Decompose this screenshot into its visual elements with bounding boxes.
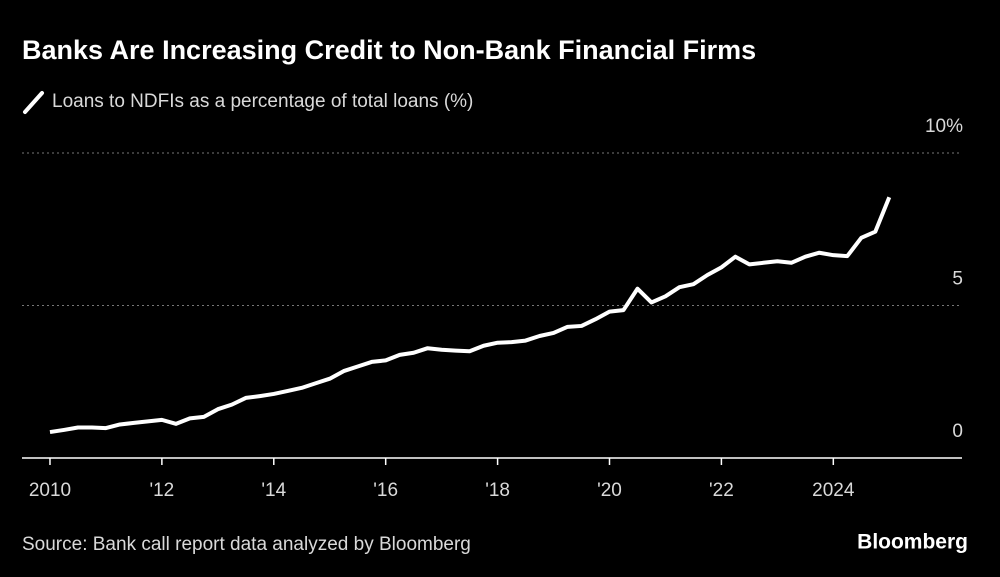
- y-tick-label: 0: [952, 421, 963, 442]
- x-tick-label: 2024: [812, 480, 855, 501]
- x-tick-label: '14: [261, 480, 286, 501]
- x-tick-label: '22: [709, 480, 734, 501]
- data-line: [49, 196, 892, 435]
- y-tick-label: 5: [952, 269, 963, 290]
- x-tick-label: '18: [485, 480, 510, 501]
- source-note: Source: Bank call report data analyzed b…: [22, 534, 471, 555]
- legend-swatch: [23, 91, 44, 114]
- x-tick-label: '12: [149, 480, 174, 501]
- y-tick-label: 10%: [925, 116, 963, 137]
- legend-label: Loans to NDFIs as a percentage of total …: [52, 91, 473, 112]
- x-tick-label: '20: [597, 480, 622, 501]
- x-tick-label: '16: [373, 480, 398, 501]
- x-tick-label: 2010: [29, 480, 71, 501]
- brand: Bloomberg: [857, 531, 968, 554]
- chart-title: Banks Are Increasing Credit to Non-Bank …: [22, 35, 756, 65]
